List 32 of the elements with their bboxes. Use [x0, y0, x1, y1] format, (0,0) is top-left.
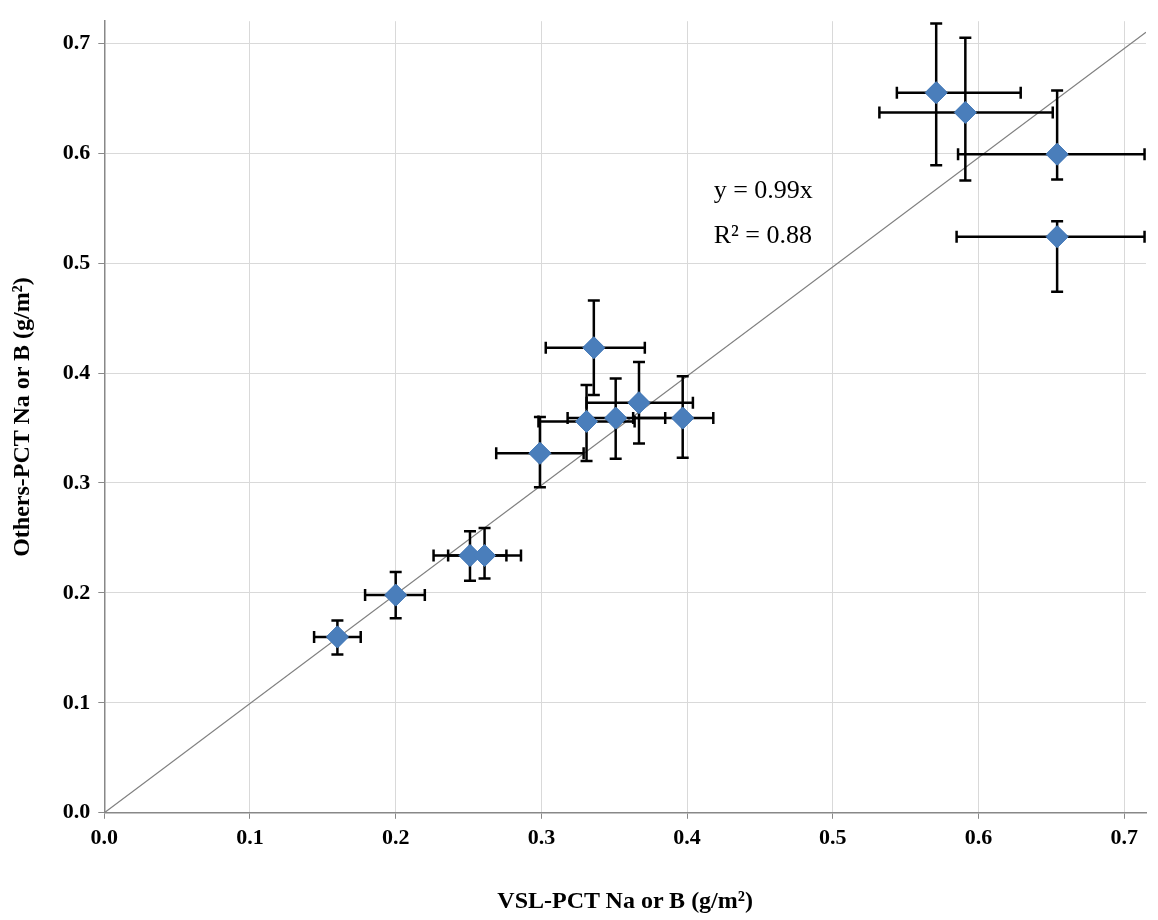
y-tick-label: 0.2 [62, 578, 91, 604]
x-tick-label: 0.3 [527, 823, 556, 849]
point [953, 100, 977, 124]
x-tick-label: 0.0 [90, 823, 119, 849]
point [582, 336, 606, 360]
y-tick-label: 0.0 [62, 798, 91, 824]
point [627, 391, 651, 415]
x-axis-title: VSL-PCT Na or B (g/m²) [497, 886, 753, 913]
x-tick-label: 0.5 [819, 823, 847, 849]
y-tick-label: 0.5 [62, 248, 91, 274]
annotation: R² = 0.88 [713, 220, 813, 250]
point [528, 441, 552, 465]
y-tick-label: 0.3 [62, 468, 91, 494]
x-tick-label: 0.2 [381, 823, 410, 849]
x-tick-label: 0.6 [964, 823, 993, 849]
point [1045, 225, 1069, 249]
point [924, 81, 948, 105]
y-tick-label: 0.4 [62, 358, 91, 384]
y-axis-title: Others-PCT Na or B (g/m²) [7, 277, 34, 557]
x-tick-label: 0.7 [1110, 823, 1138, 849]
x-tick-label: 0.1 [236, 823, 264, 849]
y-tick-label: 0.6 [62, 138, 91, 164]
point [1045, 142, 1069, 166]
point [671, 406, 695, 430]
x-tick-label: 0.4 [673, 823, 701, 849]
annotation: y = 0.99x [713, 175, 813, 205]
y-tick-label: 0.1 [62, 688, 91, 714]
point [325, 625, 349, 649]
point [384, 583, 408, 607]
point [604, 406, 628, 430]
point [575, 409, 599, 433]
y-tick-label: 0.7 [62, 28, 91, 54]
